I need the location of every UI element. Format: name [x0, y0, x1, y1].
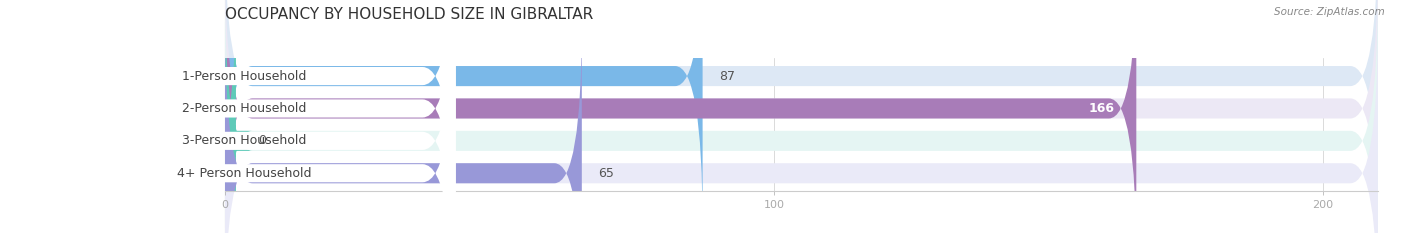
FancyBboxPatch shape [225, 0, 703, 228]
FancyBboxPatch shape [32, 0, 456, 233]
FancyBboxPatch shape [32, 0, 456, 233]
Text: Source: ZipAtlas.com: Source: ZipAtlas.com [1274, 7, 1385, 17]
FancyBboxPatch shape [32, 0, 456, 233]
Text: OCCUPANCY BY HOUSEHOLD SIZE IN GIBRALTAR: OCCUPANCY BY HOUSEHOLD SIZE IN GIBRALTAR [225, 7, 593, 22]
Text: 1-Person Household: 1-Person Household [181, 70, 307, 82]
FancyBboxPatch shape [225, 0, 1136, 233]
Text: 87: 87 [718, 70, 735, 82]
Text: 2-Person Household: 2-Person Household [181, 102, 307, 115]
FancyBboxPatch shape [225, 21, 582, 233]
Text: 0: 0 [257, 134, 266, 147]
FancyBboxPatch shape [225, 0, 1378, 233]
FancyBboxPatch shape [208, 0, 253, 233]
Text: 3-Person Household: 3-Person Household [181, 134, 307, 147]
Text: 4+ Person Household: 4+ Person Household [177, 167, 311, 180]
Text: 65: 65 [599, 167, 614, 180]
FancyBboxPatch shape [225, 0, 1378, 228]
FancyBboxPatch shape [225, 21, 1378, 233]
Text: 166: 166 [1088, 102, 1115, 115]
FancyBboxPatch shape [225, 0, 1378, 233]
FancyBboxPatch shape [32, 0, 456, 233]
